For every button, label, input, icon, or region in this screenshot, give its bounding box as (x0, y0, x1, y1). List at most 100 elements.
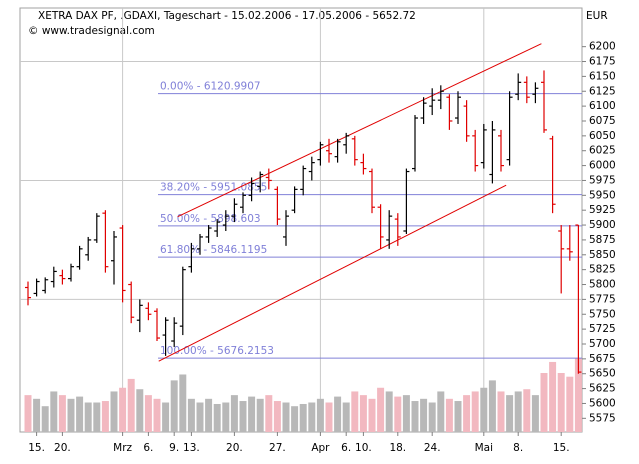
volume-bar (497, 391, 505, 432)
x-tick-label: 20. (226, 442, 243, 454)
volume-bar (93, 402, 101, 432)
y-tick-label: 6100 (589, 100, 616, 112)
y-tick-label: 5650 (589, 368, 616, 380)
volume-bar (127, 378, 135, 432)
volume-bar (428, 402, 436, 432)
y-tick-label: 5625 (589, 383, 616, 395)
volume-bar (557, 373, 565, 432)
volume-bar (506, 395, 514, 432)
volume-bar (230, 395, 238, 432)
y-tick-label: 6025 (589, 145, 616, 157)
volume-bar (41, 406, 49, 432)
fib-label: 38.20% - 5951.0855 (160, 182, 267, 194)
chart-title: XETRA DAX PF, .GDAXI, Tageschart - 15.02… (38, 10, 416, 22)
x-tick-label: 9. (169, 442, 179, 454)
volume-bar (437, 391, 445, 432)
volume-bar (402, 395, 410, 432)
volume-bar (342, 402, 350, 432)
volume-bar (445, 398, 453, 432)
volume-bar (385, 391, 393, 432)
volume-bar (170, 380, 178, 432)
volume-bar (325, 402, 333, 432)
fib-label: 100.00% - 5676.2153 (160, 345, 274, 357)
y-tick-label: 5775 (589, 293, 616, 305)
x-tick-label: Apr (311, 442, 330, 454)
volume-bar (101, 401, 109, 432)
volume-bar (84, 402, 92, 432)
fib-label: 0.00% - 6120.9907 (160, 81, 261, 93)
y-tick-label: 5750 (589, 308, 616, 320)
fib-label: 61.80% - 5846.1195 (160, 244, 267, 256)
volume-bar (248, 396, 256, 432)
volume-bar (463, 395, 471, 432)
volume-bar (282, 402, 290, 432)
x-tick-label: 8. (513, 442, 523, 454)
volume-bar (153, 398, 161, 432)
x-tick-label: 24. (424, 442, 441, 454)
x-tick-label: 15. (28, 442, 45, 454)
volume-bar (316, 398, 324, 432)
volume-bar (488, 380, 496, 432)
x-tick-label: 6. (341, 442, 351, 454)
y-tick-label: 6150 (589, 70, 616, 82)
volume-bar (334, 396, 342, 432)
volume-bar (265, 395, 273, 432)
volume-bar (144, 395, 152, 432)
trend-line (177, 43, 542, 218)
volume-bar (256, 398, 264, 432)
y-tick-label: 5850 (589, 249, 616, 261)
volume-bar (394, 396, 402, 432)
y-tick-label: 6175 (589, 56, 616, 68)
x-tick-label: 27. (269, 442, 286, 454)
volume-bar (162, 402, 170, 432)
volume-bar (179, 374, 187, 432)
volume-bar (574, 358, 582, 432)
volume-bar (454, 401, 462, 432)
y-tick-label: 5700 (589, 338, 616, 350)
volume-bar (480, 387, 488, 432)
volume-bar (566, 376, 574, 432)
volume-bar (196, 402, 204, 432)
x-tick-label: Mai (475, 442, 493, 454)
volume-bar (187, 398, 195, 432)
volume-bar (514, 391, 522, 432)
volume-bar (76, 396, 84, 432)
volume-bar (67, 398, 75, 432)
volume-bar (411, 401, 419, 432)
volume-bar (239, 401, 247, 432)
y-tick-label: 5925 (589, 204, 616, 216)
y-tick-label: 6125 (589, 85, 616, 97)
x-tick-label: 6. (143, 442, 153, 454)
x-tick-label: 15. (553, 442, 570, 454)
y-tick-label: 5800 (589, 279, 616, 291)
x-tick-label: Mrz (113, 442, 132, 454)
x-tick-label: 18. (389, 442, 406, 454)
x-tick-label: 20. (54, 442, 71, 454)
volume-bar (33, 398, 41, 432)
volume-bar (213, 403, 221, 432)
volume-bar (351, 391, 359, 432)
volume-bar (110, 391, 118, 432)
y-tick-label: 5725 (589, 323, 616, 335)
y-tick-label: 5675 (589, 353, 616, 365)
y-tick-label: 6000 (589, 160, 616, 172)
y-tick-label: 5975 (589, 174, 616, 186)
volume-bar (359, 395, 367, 432)
y-tick-label: 5600 (589, 397, 616, 409)
volume-bar (273, 401, 281, 432)
volume-bar (24, 395, 32, 432)
volume-bar (523, 389, 531, 432)
volume-bar (136, 389, 144, 432)
volume-bar (299, 403, 307, 432)
volume-bar (50, 391, 58, 432)
y-tick-label: 6050 (589, 130, 616, 142)
plot-area (19, 7, 583, 433)
volume-bar (540, 373, 548, 432)
volume-bar (291, 406, 299, 432)
x-tick-label: 13. (183, 442, 200, 454)
volume-bar (377, 387, 385, 432)
volume-bar (222, 402, 230, 432)
volume-bar (368, 398, 376, 432)
y-tick-label: 5950 (589, 189, 616, 201)
